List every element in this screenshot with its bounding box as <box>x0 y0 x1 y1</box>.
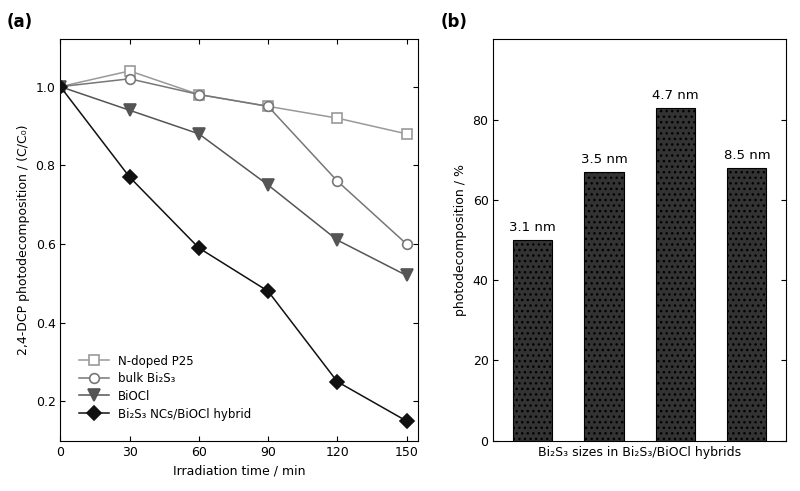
N-doped P25 <box>333 115 342 121</box>
bulk Bi₂S₃ <box>125 76 134 82</box>
Line: Bi₂S₃ NCs/BiOCl hybrid: Bi₂S₃ NCs/BiOCl hybrid <box>55 82 411 426</box>
Y-axis label: 2,4-DCP photodecomposition / (C/C₀): 2,4-DCP photodecomposition / (C/C₀) <box>17 125 30 355</box>
BiOCl <box>194 131 204 137</box>
Bi₂S₃ NCs/BiOCl hybrid <box>194 245 204 251</box>
bulk Bi₂S₃ <box>263 104 273 109</box>
Text: 4.7 nm: 4.7 nm <box>652 89 698 102</box>
BiOCl <box>125 108 134 113</box>
Bar <box>585 172 624 441</box>
Text: (b): (b) <box>441 13 468 31</box>
N-doped P25 <box>55 83 65 89</box>
bulk Bi₂S₃ <box>333 178 342 184</box>
Bar <box>727 168 766 441</box>
Bar <box>656 108 695 441</box>
BiOCl <box>402 273 411 278</box>
Text: 8.5 nm: 8.5 nm <box>723 149 770 162</box>
Bi₂S₃ NCs/BiOCl hybrid <box>263 288 273 294</box>
bulk Bi₂S₃ <box>194 92 204 98</box>
Bi₂S₃ NCs/BiOCl hybrid <box>333 379 342 384</box>
Bi₂S₃ NCs/BiOCl hybrid <box>55 83 65 89</box>
bulk Bi₂S₃ <box>402 241 411 247</box>
Text: 3.5 nm: 3.5 nm <box>581 153 627 166</box>
Line: N-doped P25: N-doped P25 <box>55 66 411 139</box>
BiOCl <box>55 83 65 89</box>
N-doped P25 <box>263 104 273 109</box>
Y-axis label: photodecomposition / %: photodecomposition / % <box>454 164 467 316</box>
BiOCl <box>333 237 342 243</box>
bulk Bi₂S₃ <box>55 83 65 89</box>
Text: (a): (a) <box>6 13 33 31</box>
Legend: N-doped P25, bulk Bi₂S₃, BiOCl, Bi₂S₃ NCs/BiOCl hybrid: N-doped P25, bulk Bi₂S₃, BiOCl, Bi₂S₃ NC… <box>74 349 258 427</box>
N-doped P25 <box>194 92 204 98</box>
X-axis label: Bi₂S₃ sizes in Bi₂S₃/BiOCl hybrids: Bi₂S₃ sizes in Bi₂S₃/BiOCl hybrids <box>538 446 742 459</box>
N-doped P25 <box>402 131 411 137</box>
X-axis label: Irradiation time / min: Irradiation time / min <box>173 464 306 477</box>
Line: BiOCl: BiOCl <box>55 81 412 281</box>
N-doped P25 <box>125 68 134 74</box>
Text: 3.1 nm: 3.1 nm <box>510 221 556 234</box>
Line: bulk Bi₂S₃: bulk Bi₂S₃ <box>55 74 411 249</box>
BiOCl <box>263 182 273 188</box>
Bar <box>513 240 552 441</box>
Bi₂S₃ NCs/BiOCl hybrid <box>125 174 134 180</box>
Bi₂S₃ NCs/BiOCl hybrid <box>402 418 411 424</box>
